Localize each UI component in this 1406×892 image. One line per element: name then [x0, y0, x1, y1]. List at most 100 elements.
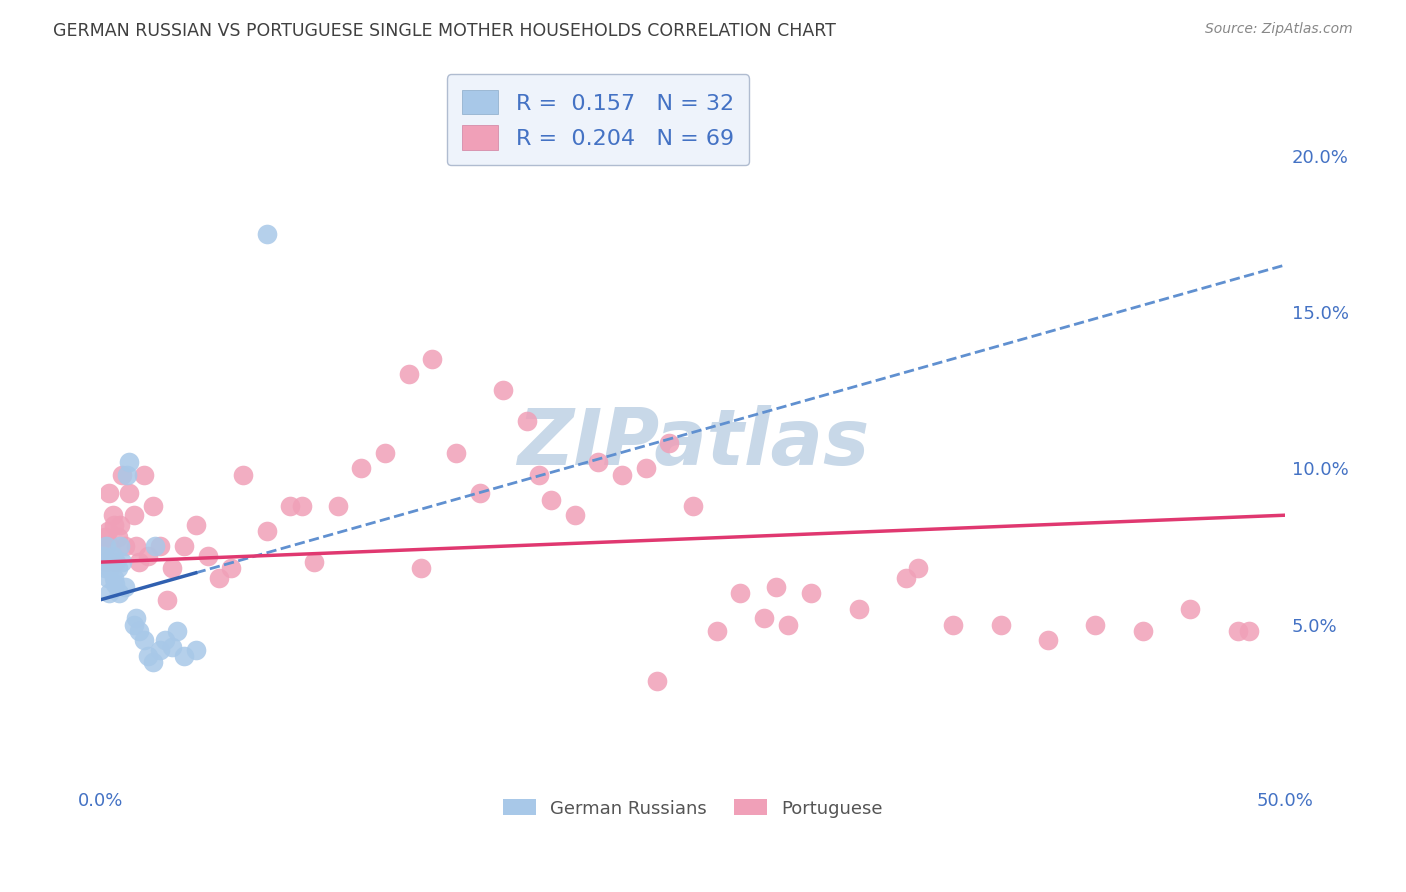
- Point: [136, 648, 159, 663]
- Point: [91, 549, 114, 563]
- Point: [101, 549, 124, 563]
- Point: [730, 586, 752, 600]
- Point: [136, 549, 159, 563]
- Point: [894, 571, 917, 585]
- Point: [108, 517, 131, 532]
- Point: [128, 624, 150, 638]
- Point: [527, 467, 550, 482]
- Point: [156, 592, 179, 607]
- Point: [160, 640, 183, 654]
- Point: [91, 540, 114, 554]
- Point: [326, 499, 349, 513]
- Point: [111, 555, 134, 569]
- Point: [103, 571, 125, 585]
- Point: [108, 540, 131, 554]
- Point: [173, 648, 195, 663]
- Point: [173, 540, 195, 554]
- Point: [132, 467, 155, 482]
- Point: [1178, 602, 1201, 616]
- Point: [564, 508, 586, 523]
- Point: [122, 508, 145, 523]
- Point: [280, 499, 302, 513]
- Point: [100, 561, 122, 575]
- Point: [107, 586, 129, 600]
- Point: [115, 467, 138, 482]
- Point: [98, 586, 121, 600]
- Point: [100, 540, 122, 554]
- Point: [104, 555, 127, 569]
- Point: [800, 586, 823, 600]
- Point: [111, 467, 134, 482]
- Point: [94, 540, 117, 554]
- Point: [118, 455, 141, 469]
- Point: [492, 383, 515, 397]
- Point: [197, 549, 219, 563]
- Point: [1239, 624, 1261, 638]
- Point: [907, 561, 929, 575]
- Point: [516, 414, 538, 428]
- Point: [256, 524, 278, 538]
- Point: [219, 561, 242, 575]
- Point: [160, 561, 183, 575]
- Point: [232, 467, 254, 482]
- Point: [184, 517, 207, 532]
- Point: [142, 655, 165, 669]
- Point: [776, 617, 799, 632]
- Point: [942, 617, 965, 632]
- Point: [166, 624, 188, 638]
- Text: ZIPatlas: ZIPatlas: [517, 405, 869, 482]
- Point: [610, 467, 633, 482]
- Point: [398, 368, 420, 382]
- Point: [145, 540, 167, 554]
- Point: [104, 577, 127, 591]
- Point: [1132, 624, 1154, 638]
- Point: [468, 486, 491, 500]
- Point: [93, 561, 115, 575]
- Point: [128, 555, 150, 569]
- Point: [105, 555, 128, 569]
- Text: GERMAN RUSSIAN VS PORTUGUESE SINGLE MOTHER HOUSEHOLDS CORRELATION CHART: GERMAN RUSSIAN VS PORTUGUESE SINGLE MOTH…: [53, 22, 837, 40]
- Point: [658, 436, 681, 450]
- Point: [256, 227, 278, 241]
- Point: [114, 540, 136, 554]
- Point: [94, 555, 117, 569]
- Point: [98, 486, 121, 500]
- Point: [122, 617, 145, 632]
- Point: [96, 555, 118, 569]
- Text: Source: ZipAtlas.com: Source: ZipAtlas.com: [1205, 22, 1353, 37]
- Point: [586, 455, 609, 469]
- Point: [1226, 624, 1249, 638]
- Point: [682, 499, 704, 513]
- Point: [765, 580, 787, 594]
- Point: [752, 611, 775, 625]
- Point: [1036, 633, 1059, 648]
- Point: [706, 624, 728, 638]
- Point: [374, 445, 396, 459]
- Point: [142, 499, 165, 513]
- Point: [153, 633, 176, 648]
- Point: [149, 642, 172, 657]
- Point: [97, 524, 120, 538]
- Point: [118, 486, 141, 500]
- Point: [97, 571, 120, 585]
- Point: [302, 555, 325, 569]
- Point: [93, 530, 115, 544]
- Point: [540, 492, 562, 507]
- Point: [125, 611, 148, 625]
- Point: [1084, 617, 1107, 632]
- Point: [184, 642, 207, 657]
- Point: [634, 461, 657, 475]
- Point: [848, 602, 870, 616]
- Point: [107, 530, 129, 544]
- Point: [291, 499, 314, 513]
- Point: [101, 508, 124, 523]
- Point: [114, 580, 136, 594]
- Point: [444, 445, 467, 459]
- Point: [132, 633, 155, 648]
- Point: [350, 461, 373, 475]
- Legend: German Russians, Portuguese: German Russians, Portuguese: [496, 792, 890, 825]
- Point: [422, 351, 444, 366]
- Point: [149, 540, 172, 554]
- Point: [125, 540, 148, 554]
- Point: [409, 561, 432, 575]
